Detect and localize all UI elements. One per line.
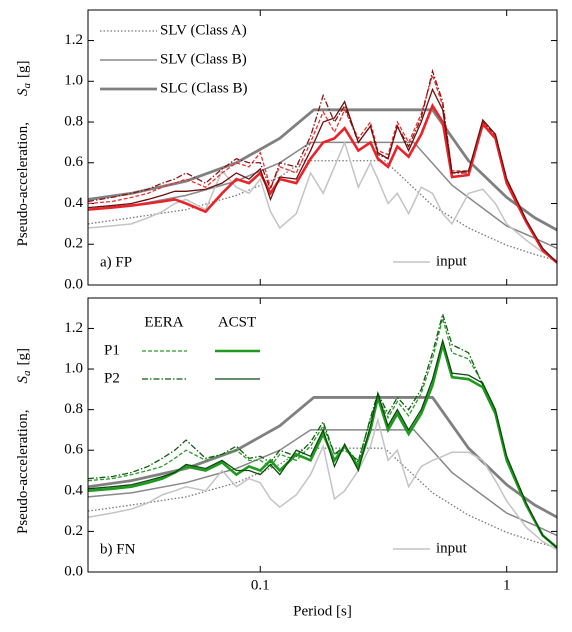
y-tick-label: 0.8 <box>64 401 83 417</box>
plot-frame <box>87 297 558 573</box>
series-line <box>88 141 557 250</box>
x-tick-label: 0.1 <box>251 577 270 593</box>
series-line <box>88 102 557 264</box>
panel-label: b) FN <box>100 541 136 557</box>
y-axis-title-subscript: a <box>21 82 33 88</box>
y-tick-label: 1.0 <box>64 360 83 376</box>
series-line <box>88 140 557 262</box>
y-axis-title-text: Pseudo-acceleration, <box>15 409 31 534</box>
series-line <box>88 429 557 537</box>
x-tick-label: 1 <box>503 577 511 593</box>
y-tick-label: 1.2 <box>64 320 83 336</box>
legend-label: SLV (Class A) <box>160 22 247 38</box>
y-tick-label: 0.6 <box>64 442 83 458</box>
legend-header: ACST <box>218 314 256 330</box>
series-line <box>88 87 557 264</box>
y-tick-label: 1.2 <box>64 32 83 48</box>
y-axis-title-symbol: S <box>15 88 31 96</box>
y-tick-label: 1.0 <box>64 73 83 89</box>
x-axis-title: Period [s] <box>293 603 352 619</box>
series-line <box>88 160 557 262</box>
y-tick-label: 0.8 <box>64 113 83 129</box>
y-axis-title-unit: [g] <box>15 348 31 366</box>
series-line <box>88 315 557 549</box>
legend-label: SLV (Class B) <box>160 51 247 67</box>
y-tick-label: 0.2 <box>64 236 83 252</box>
series-line <box>88 339 557 549</box>
legend-header: EERA <box>144 314 183 330</box>
y-axis-title-unit: [g] <box>15 60 31 78</box>
series-line <box>88 338 557 549</box>
legend-row-label: P1 <box>104 342 120 358</box>
series-line <box>88 311 557 549</box>
legend-label: input <box>436 540 468 556</box>
y-axis-title-text: Pseudo-acceleration, <box>15 122 31 247</box>
y-tick-label: 0.4 <box>64 482 83 498</box>
series-line <box>88 73 557 264</box>
panel-label: a) FP <box>100 254 132 270</box>
series-line <box>88 396 557 519</box>
y-tick-label: 0.6 <box>64 154 83 170</box>
plot-frame <box>87 9 558 286</box>
legend-label: SLC (Class B) <box>160 80 248 96</box>
y-tick-label: 0.0 <box>64 563 83 579</box>
series-line <box>88 416 557 551</box>
y-axis-title: Pseudo-acceleration, Sa [g] <box>15 348 32 534</box>
legend-label: input <box>436 253 468 269</box>
series-line <box>88 68 557 264</box>
y-tick-label: 0.0 <box>64 276 83 292</box>
y-axis-title-subscript: a <box>21 370 33 376</box>
y-axis-title: Pseudo-acceleration, Sa [g] <box>15 60 32 246</box>
y-tick-label: 0.4 <box>64 195 83 211</box>
y-tick-label: 0.2 <box>64 523 83 539</box>
legend-row-label: P2 <box>104 370 120 386</box>
y-axis-title-symbol: S <box>15 375 31 383</box>
series-line <box>88 447 557 549</box>
